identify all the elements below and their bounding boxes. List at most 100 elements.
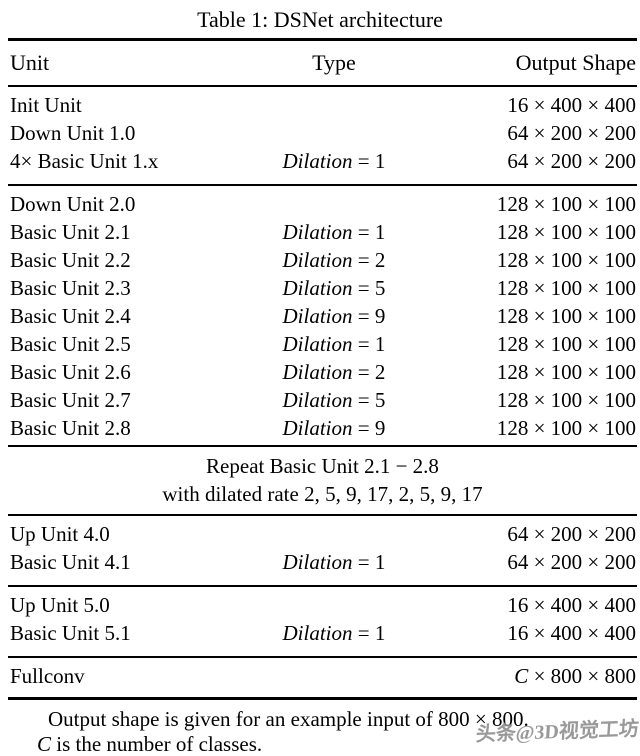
output-cell: 128 × 100 × 100 <box>431 386 637 414</box>
table-top-rule <box>8 38 637 41</box>
footnote-line-2-text: is the number of classes. <box>51 732 263 756</box>
output-cell: 64 × 200 × 200 <box>431 119 637 147</box>
output-cell: 128 × 100 × 100 <box>431 190 637 218</box>
type-label: Dilation <box>282 220 353 244</box>
output-cell: 128 × 100 × 100 <box>431 246 637 274</box>
unit-cell: Basic Unit 2.2 <box>10 248 131 272</box>
type-cell <box>236 190 431 218</box>
type-cell: Dilation = 2 <box>236 358 431 386</box>
type-value: = 1 <box>357 149 386 173</box>
type-cell <box>236 662 431 690</box>
table-section-2: Down Unit 2.0 128 × 100 × 100 Basic Unit… <box>8 186 637 445</box>
section-divider-rule <box>8 445 637 447</box>
type-cell: Dilation = 2 <box>236 246 431 274</box>
output-text: 16 × 400 × 400 <box>507 621 636 645</box>
header-output-shape: Output Shape <box>515 50 636 75</box>
table-row: 4× Basic Unit 1.x Dilation = 1 64 × 200 … <box>8 147 637 175</box>
type-cell: Dilation = 1 <box>236 218 431 246</box>
output-text: 128 × 100 × 100 <box>496 192 636 216</box>
output-cell: 128 × 100 × 100 <box>431 302 637 330</box>
output-cell: 16 × 400 × 400 <box>431 91 637 119</box>
output-cell: 128 × 100 × 100 <box>431 274 637 302</box>
table-row: Down Unit 1.0 64 × 200 × 200 <box>8 119 637 147</box>
unit-cell: Down Unit 2.0 <box>10 192 136 216</box>
output-text: 16 × 400 × 400 <box>507 93 636 117</box>
output-cell: 128 × 100 × 100 <box>431 414 637 442</box>
section-divider-rule <box>8 585 637 587</box>
output-text: 128 × 100 × 100 <box>496 416 636 440</box>
output-text: 128 × 100 × 100 <box>496 248 636 272</box>
table-section-1: Init Unit 16 × 400 × 400 Down Unit 1.0 6… <box>8 87 637 184</box>
type-value: = 1 <box>357 220 386 244</box>
output-text: 128 × 100 × 100 <box>496 388 636 412</box>
table-row: Basic Unit 2.8 Dilation = 9 128 × 100 × … <box>8 414 637 442</box>
table-row: Basic Unit 2.5 Dilation = 1 128 × 100 × … <box>8 330 637 358</box>
watermark: 头条@3D视觉工坊 <box>475 718 640 746</box>
type-value: = 1 <box>357 621 386 645</box>
output-cell: 16 × 400 × 400 <box>431 619 637 647</box>
repeat-note: Repeat Basic Unit 2.1 − 2.8 with dilated… <box>8 447 637 514</box>
unit-cell: Basic Unit 4.1 <box>10 550 131 574</box>
type-label: Dilation <box>282 360 353 384</box>
unit-cell: Basic Unit 2.1 <box>10 220 131 244</box>
table-row: Basic Unit 5.1 Dilation = 1 16 × 400 × 4… <box>8 619 637 647</box>
footnote-line-1: Output shape is given for an example inp… <box>48 707 529 731</box>
table-caption: Table 1: DSNet architecture <box>197 7 443 32</box>
repeat-note-line-1: Repeat Basic Unit 2.1 − 2.8 <box>206 454 439 478</box>
type-cell <box>236 520 431 548</box>
repeat-note-line-2: with dilated rate 2, 5, 9, 17, 2, 5, 9, … <box>162 482 483 506</box>
table-footnote: Output shape is given for an example inp… <box>37 707 640 756</box>
output-cell: 64 × 200 × 200 <box>431 548 637 576</box>
footnote-line-2: C is the number of classes. <box>37 732 640 756</box>
section-divider-rule <box>8 514 637 516</box>
unit-cell: Basic Unit 2.7 <box>10 388 131 412</box>
output-text: × 800 × 800 <box>528 664 636 688</box>
architecture-table: Unit Type Output Shape Init Unit 16 × 40… <box>8 38 637 700</box>
unit-cell: 4× Basic Unit 1.x <box>10 149 159 173</box>
header-type: Type <box>312 50 356 75</box>
output-cell: C × 800 × 800 <box>431 662 637 690</box>
type-cell: Dilation = 1 <box>236 619 431 647</box>
type-cell: Dilation = 1 <box>236 330 431 358</box>
table-row: Basic Unit 2.1 Dilation = 1 128 × 100 × … <box>8 218 637 246</box>
output-cell: 128 × 100 × 100 <box>431 330 637 358</box>
type-value: = 1 <box>357 550 386 574</box>
type-value: = 5 <box>357 388 386 412</box>
table-section-5: Up Unit 5.0 16 × 400 × 400 Basic Unit 5.… <box>8 587 637 656</box>
type-label: Dilation <box>282 388 353 412</box>
output-text: 128 × 100 × 100 <box>496 332 636 356</box>
unit-cell: Init Unit <box>10 93 82 117</box>
table-row: Basic Unit 2.2 Dilation = 2 128 × 100 × … <box>8 246 637 274</box>
output-text: 64 × 200 × 200 <box>507 149 636 173</box>
type-cell: Dilation = 9 <box>236 302 431 330</box>
type-cell: Dilation = 1 <box>236 147 431 175</box>
table-row: Basic Unit 2.7 Dilation = 5 128 × 100 × … <box>8 386 637 414</box>
section-divider-rule <box>8 184 637 186</box>
output-text: 128 × 100 × 100 <box>496 220 636 244</box>
type-value: = 1 <box>357 332 386 356</box>
footnote-italic-c: C <box>37 732 52 756</box>
section-divider-rule <box>8 656 637 658</box>
output-text: 64 × 200 × 200 <box>507 550 636 574</box>
type-value: = 2 <box>357 248 386 272</box>
unit-cell: Down Unit 1.0 <box>10 121 136 145</box>
type-label: Dilation <box>282 304 353 328</box>
type-label: Dilation <box>282 149 353 173</box>
type-cell: Dilation = 5 <box>236 386 431 414</box>
output-text: 128 × 100 × 100 <box>496 360 636 384</box>
table-row: Up Unit 5.0 16 × 400 × 400 <box>8 591 637 619</box>
output-text: 64 × 200 × 200 <box>507 121 636 145</box>
table-row: Init Unit 16 × 400 × 400 <box>8 91 637 119</box>
type-label: Dilation <box>282 550 353 574</box>
type-value: = 9 <box>357 416 386 440</box>
type-value: = 9 <box>357 304 386 328</box>
header-unit: Unit <box>10 50 50 75</box>
unit-cell: Basic Unit 2.6 <box>10 360 131 384</box>
table-row: Basic Unit 2.3 Dilation = 5 128 × 100 × … <box>8 274 637 302</box>
output-text: 16 × 400 × 400 <box>507 593 636 617</box>
table-row: Basic Unit 2.6 Dilation = 2 128 × 100 × … <box>8 358 637 386</box>
table-row: Fullconv C × 800 × 800 <box>8 662 637 690</box>
unit-cell: Up Unit 5.0 <box>10 593 110 617</box>
type-label: Dilation <box>282 332 353 356</box>
type-cell: Dilation = 9 <box>236 414 431 442</box>
